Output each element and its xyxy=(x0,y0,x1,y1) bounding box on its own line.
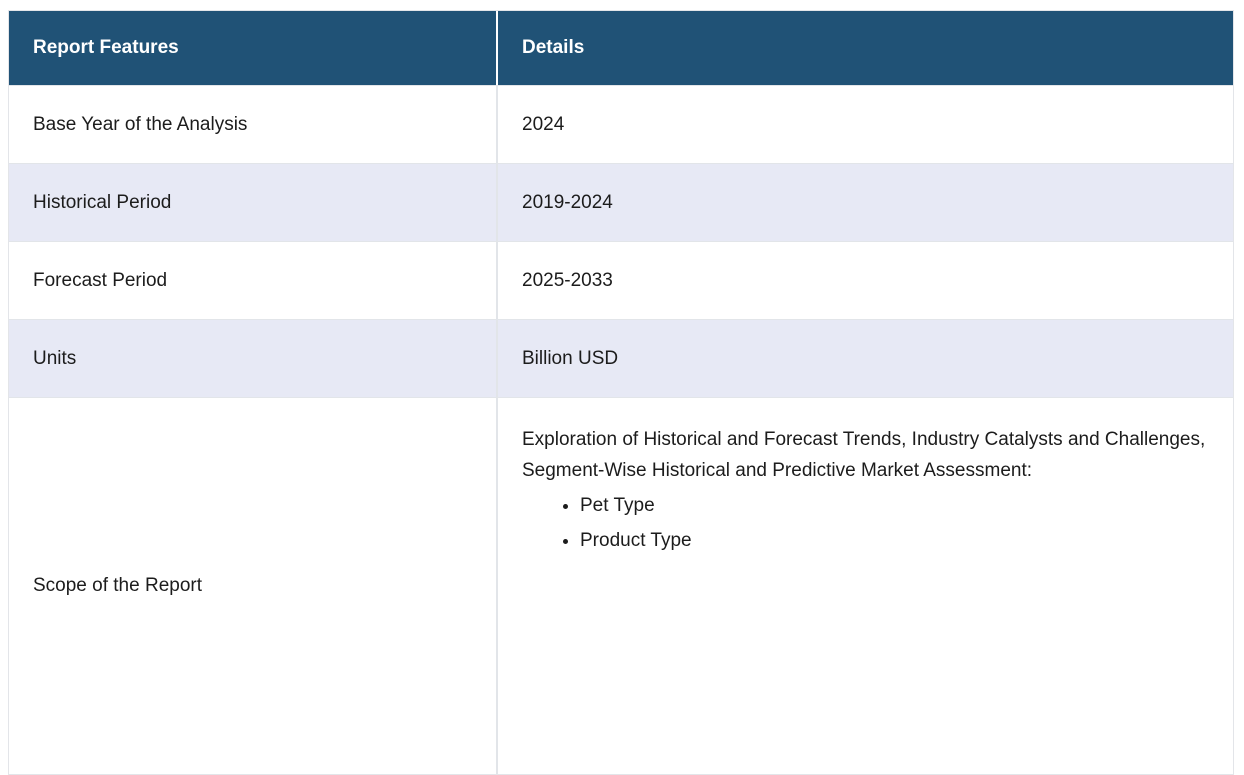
table-row-scope: Scope of the Report Exploration of Histo… xyxy=(9,397,1233,774)
cell-detail-base-year: 2024 xyxy=(498,85,1233,163)
cell-detail-historical-period: 2019-2024 xyxy=(498,163,1233,241)
table-row-base-year: Base Year of the Analysis 2024 xyxy=(9,85,1233,163)
column-header-details: Details xyxy=(498,11,1233,85)
table-row-units: Units Billion USD xyxy=(9,319,1233,397)
table-row-forecast-period: Forecast Period 2025-2033 xyxy=(9,241,1233,319)
scope-bullet-item: Pet Type xyxy=(580,488,1211,523)
table-row-historical-period: Historical Period 2019-2024 xyxy=(9,163,1233,241)
cell-feature-forecast-period: Forecast Period xyxy=(9,241,498,319)
table-header-row: Report Features Details xyxy=(9,11,1233,85)
cell-feature-units: Units xyxy=(9,319,498,397)
cell-detail-forecast-period: 2025-2033 xyxy=(498,241,1233,319)
cell-detail-scope: Exploration of Historical and Forecast T… xyxy=(498,397,1233,774)
report-features-table-wrap: Report Features Details Base Year of the… xyxy=(8,10,1234,775)
scope-bullet-item: Product Type xyxy=(580,523,1211,558)
scope-intro-text: Exploration of Historical and Forecast T… xyxy=(522,429,1206,481)
scope-bullet-list: Pet Type Product Type xyxy=(522,488,1211,558)
report-features-table: Report Features Details Base Year of the… xyxy=(8,10,1234,775)
cell-feature-historical-period: Historical Period xyxy=(9,163,498,241)
cell-detail-units: Billion USD xyxy=(498,319,1233,397)
column-header-report-features: Report Features xyxy=(9,11,498,85)
cell-feature-scope: Scope of the Report xyxy=(9,397,498,774)
cell-feature-base-year: Base Year of the Analysis xyxy=(9,85,498,163)
